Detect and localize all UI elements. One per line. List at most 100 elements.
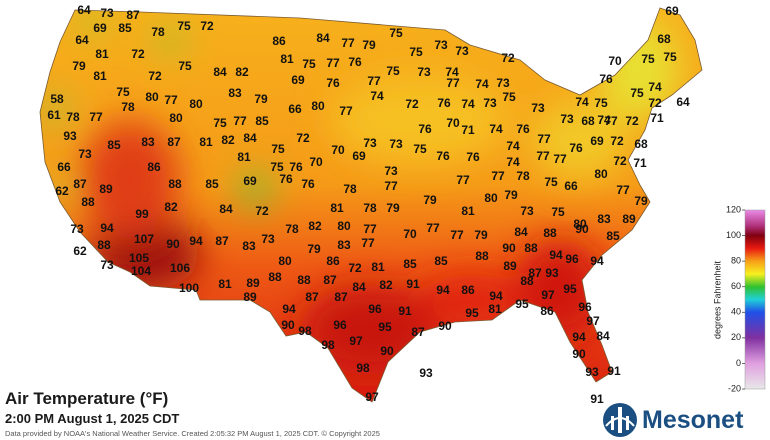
station-reading: 77 xyxy=(537,132,551,146)
station-reading: 76 xyxy=(599,72,613,86)
station-reading: 73 xyxy=(100,258,114,272)
station-reading: 88 xyxy=(520,274,534,288)
station-reading: 77 xyxy=(367,74,381,88)
colorbar xyxy=(744,209,766,390)
station-reading: 75 xyxy=(270,160,284,174)
station-reading: 78 xyxy=(66,110,80,124)
station-reading: 81 xyxy=(218,277,232,291)
station-reading: 81 xyxy=(237,150,251,164)
station-reading: 81 xyxy=(280,52,294,66)
station-reading: 73 xyxy=(389,137,403,151)
station-reading: 91 xyxy=(406,277,420,291)
station-reading: 85 xyxy=(606,229,620,243)
station-reading: 80 xyxy=(594,167,608,181)
station-reading: 64 xyxy=(676,95,690,109)
station-reading: 74 xyxy=(370,89,384,103)
station-reading: 83 xyxy=(337,238,351,252)
station-reading: 72 xyxy=(610,134,624,148)
station-reading: 83 xyxy=(141,135,155,149)
station-reading: 78 xyxy=(121,100,135,114)
station-reading: 77 xyxy=(450,228,464,242)
station-reading: 77 xyxy=(536,149,550,163)
station-reading: 80 xyxy=(311,99,325,113)
station-reading: 76 xyxy=(289,160,303,174)
station-reading: 75 xyxy=(213,116,227,130)
colorbar-tick-label: -20 xyxy=(728,383,741,393)
colorbar-tick-label: 80 xyxy=(731,256,741,266)
station-reading: 81 xyxy=(199,135,213,149)
station-reading: 94 xyxy=(189,234,203,248)
station-reading: 89 xyxy=(622,212,636,226)
station-reading: 97 xyxy=(541,288,555,302)
station-reading: 78 xyxy=(151,25,165,39)
station-reading: 96 xyxy=(578,300,592,314)
station-reading: 69 xyxy=(243,174,257,188)
station-reading: 77 xyxy=(326,56,340,70)
station-reading: 70 xyxy=(446,116,460,130)
station-reading: 75 xyxy=(630,86,644,100)
station-reading: 78 xyxy=(516,169,530,183)
station-reading: 88 xyxy=(297,273,311,287)
station-reading: 77 xyxy=(233,114,247,128)
station-reading: 85 xyxy=(403,257,417,271)
station-reading: 95 xyxy=(465,306,479,320)
station-reading: 85 xyxy=(255,114,269,128)
station-reading: 82 xyxy=(308,219,322,233)
station-reading: 58 xyxy=(50,92,64,106)
station-reading: 73 xyxy=(384,164,398,178)
station-reading: 77 xyxy=(164,93,178,107)
station-reading: 105 xyxy=(129,251,149,265)
station-reading: 75 xyxy=(409,45,423,59)
station-reading: 75 xyxy=(116,85,130,99)
station-reading: 74 xyxy=(475,77,489,91)
station-reading: 69 xyxy=(352,149,366,163)
station-reading: 94 xyxy=(282,302,296,316)
station-reading: 75 xyxy=(544,175,558,189)
station-reading: 75 xyxy=(302,57,316,71)
station-reading: 87 xyxy=(215,234,229,248)
station-reading: 89 xyxy=(99,182,113,196)
station-reading: 80 xyxy=(169,111,183,125)
station-reading: 79 xyxy=(307,242,321,256)
station-reading: 72 xyxy=(131,47,145,61)
station-reading: 72 xyxy=(200,19,214,33)
station-reading: 82 xyxy=(221,133,235,147)
station-reading: 93 xyxy=(63,129,77,143)
station-reading: 72 xyxy=(405,97,419,111)
station-reading: 77 xyxy=(456,173,470,187)
logo-icon xyxy=(603,403,637,437)
station-reading: 98 xyxy=(298,324,312,338)
station-reading: 77 xyxy=(491,169,505,183)
station-reading: 79 xyxy=(634,194,648,208)
station-reading: 69 xyxy=(291,73,305,87)
station-reading: 75 xyxy=(551,205,565,219)
station-reading: 86 xyxy=(540,304,554,318)
station-reading: 89 xyxy=(503,259,517,273)
station-reading: 77 xyxy=(553,152,567,166)
station-reading: 77 xyxy=(341,36,355,50)
station-reading: 77 xyxy=(616,183,630,197)
station-reading: 90 xyxy=(380,344,394,358)
credit: Data provided by NOAA's National Weather… xyxy=(5,429,380,438)
station-reading: 89 xyxy=(243,290,257,304)
station-reading: 71 xyxy=(650,111,664,125)
station-reading: 78 xyxy=(363,201,377,215)
station-reading: 73 xyxy=(261,232,275,246)
station-reading: 62 xyxy=(55,184,69,198)
station-reading: 81 xyxy=(371,260,385,274)
station-reading: 97 xyxy=(365,390,379,404)
station-reading: 88 xyxy=(475,249,489,263)
station-reading: 81 xyxy=(330,201,344,215)
station-reading: 73 xyxy=(520,204,534,218)
station-reading: 64 xyxy=(77,3,91,17)
station-reading: 84 xyxy=(352,280,366,294)
station-reading: 73 xyxy=(531,101,545,115)
station-reading: 86 xyxy=(147,160,161,174)
station-reading: 89 xyxy=(246,276,260,290)
station-reading: 75 xyxy=(502,90,516,104)
station-reading: 88 xyxy=(524,241,538,255)
station-reading: 72 xyxy=(148,69,162,83)
station-reading: 75 xyxy=(386,64,400,78)
